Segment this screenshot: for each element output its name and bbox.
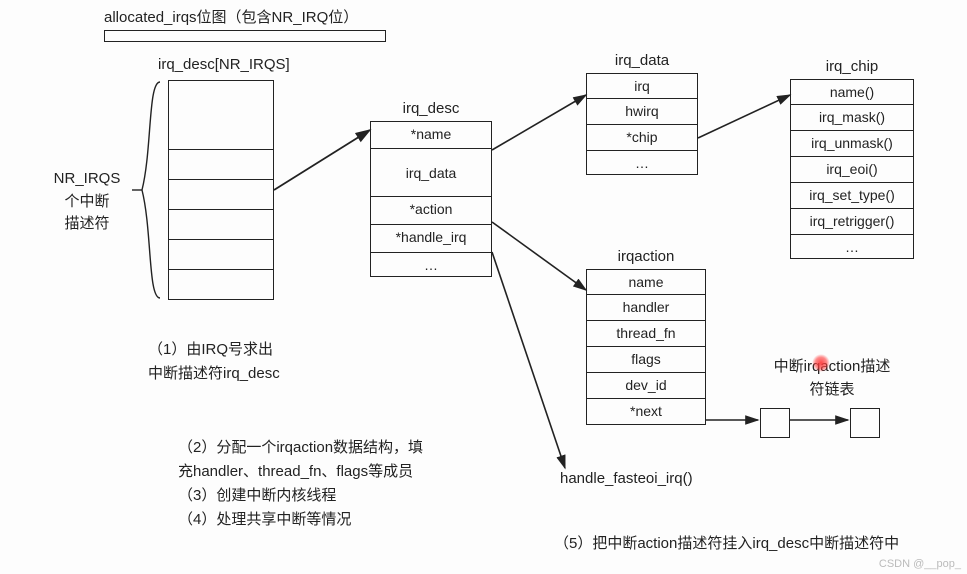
bitmap-label-text: allocated_irqs位图（包含NR_IRQ位） [104, 9, 358, 26]
irqaction-field: dev_id [586, 373, 706, 399]
nr-irqs-label: NR_IRQS 个中断 描述符 [42, 168, 132, 236]
irq-desc-field: irq_data [370, 149, 492, 197]
irq-data-field: *chip [586, 125, 698, 151]
irqaction-field: thread_fn [586, 321, 706, 347]
note-1-line1: （1）由IRQ号求出 [148, 338, 280, 362]
note-3: （3）创建中断内核线程 [178, 484, 423, 508]
irq-chip-field: irq_mask() [790, 105, 914, 131]
irq-desc-struct: irq_desc *name irq_data *action *handle_… [370, 98, 492, 277]
irq-data-field: irq [586, 73, 698, 99]
nr-irqs-line2: 个中断 [42, 191, 132, 214]
handle-fasteoi-label: handle_fasteoi_irq() [560, 470, 693, 487]
linked-list-label: 中断irqaction描述 符链表 [752, 356, 912, 401]
array-row [168, 180, 274, 210]
watermark: CSDN @__pop_ [879, 558, 961, 570]
note-2-line1: （2）分配一个irqaction数据结构，填 [178, 436, 423, 460]
note-4: （4）处理共享中断等情况 [178, 508, 423, 532]
irq-desc-field: *action [370, 197, 492, 225]
irq-desc-array-box [168, 80, 274, 300]
note-2-line2: 充handler、thread_fn、flags等成员 [178, 460, 423, 484]
irq-chip-struct: irq_chip name() irq_mask() irq_unmask() … [790, 56, 914, 259]
bitmap-bar [104, 30, 386, 42]
nr-irqs-line1: NR_IRQS [42, 168, 132, 191]
note-5-text: （5）把中断action描述符挂入irq_desc中断描述符中 [554, 535, 899, 552]
irqaction-field: name [586, 269, 706, 295]
irqaction-field: handler [586, 295, 706, 321]
note-1-line2: 中断描述符irq_desc [148, 362, 280, 386]
note-5: （5）把中断action描述符挂入irq_desc中断描述符中 [554, 532, 899, 556]
irq-chip-field: name() [790, 79, 914, 105]
irq-chip-title: irq_chip [790, 56, 914, 79]
irq-chip-field: … [790, 235, 914, 259]
irq-desc-array-label: irq_desc[NR_IRQS] [158, 56, 290, 73]
irqaction-struct: irqaction name handler thread_fn flags d… [586, 246, 706, 425]
irq-data-field: hwirq [586, 99, 698, 125]
array-row [168, 210, 274, 240]
handle-fasteoi-text: handle_fasteoi_irq() [560, 470, 693, 487]
watermark-text: CSDN @__pop_ [879, 558, 961, 570]
irq-data-title: irq_data [586, 50, 698, 73]
irq-data-struct: irq_data irq hwirq *chip … [586, 50, 698, 175]
irq-chip-field: irq_unmask() [790, 131, 914, 157]
linked-list-node [760, 408, 790, 438]
array-row [168, 150, 274, 180]
array-row [168, 270, 274, 300]
irq-desc-field: *handle_irq [370, 225, 492, 253]
array-row [168, 240, 274, 270]
linked-list-label-1: 中断irqaction描述 [752, 356, 912, 379]
bitmap-label: allocated_irqs位图（包含NR_IRQ位） [104, 6, 358, 27]
irq-desc-field: *name [370, 121, 492, 149]
linked-list-node [850, 408, 880, 438]
note-2-4: （2）分配一个irqaction数据结构，填 充handler、thread_f… [178, 436, 423, 532]
irq-chip-field: irq_eoi() [790, 157, 914, 183]
irq-desc-title: irq_desc [370, 98, 492, 121]
nr-irqs-line3: 描述符 [42, 213, 132, 236]
note-1: （1）由IRQ号求出 中断描述符irq_desc [148, 338, 280, 386]
irqaction-title: irqaction [586, 246, 706, 269]
irq-chip-field: irq_retrigger() [790, 209, 914, 235]
irqaction-field: flags [586, 347, 706, 373]
irqaction-field: *next [586, 399, 706, 425]
irq-data-field: … [586, 151, 698, 175]
linked-list-label-2: 符链表 [752, 379, 912, 402]
irq-desc-array-label-text: irq_desc[NR_IRQS] [158, 56, 290, 73]
irq-desc-field: … [370, 253, 492, 277]
irq-chip-field: irq_set_type() [790, 183, 914, 209]
array-row [168, 80, 274, 150]
